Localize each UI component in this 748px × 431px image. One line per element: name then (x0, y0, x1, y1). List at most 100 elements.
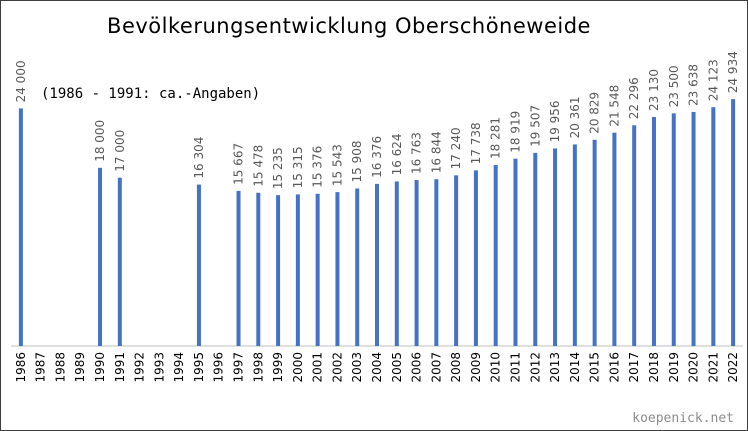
data-label-1990: 18 000 (93, 120, 107, 162)
x-tick-label-2001: 2001 (311, 352, 325, 383)
data-label-2018: 23 130 (647, 69, 661, 111)
bar-2022 (731, 99, 736, 346)
data-label-1998: 15 478 (251, 145, 265, 187)
x-tick-label-1990: 1990 (93, 352, 107, 383)
data-label-1999: 15 235 (271, 147, 285, 189)
data-label-2013: 19 956 (548, 100, 562, 142)
bar-2021 (711, 107, 716, 346)
bar-2008 (454, 175, 459, 346)
bar-1999 (276, 195, 281, 346)
x-tick-label-1988: 1988 (53, 352, 67, 383)
data-label-2011: 18 919 (508, 111, 522, 153)
data-label-2006: 16 763 (410, 132, 424, 174)
bar-2014 (572, 144, 577, 346)
x-tick-label-2011: 2011 (508, 352, 522, 383)
bar-2000 (295, 194, 300, 346)
bar-2016 (612, 132, 617, 346)
bar-2001 (315, 193, 320, 346)
x-tick-label-1986: 1986 (14, 352, 28, 383)
data-label-2000: 15 315 (291, 146, 305, 188)
x-tick-label-1991: 1991 (113, 352, 127, 383)
credit-text: koepenick.net (632, 411, 734, 426)
x-tick-label-2013: 2013 (548, 352, 562, 383)
bar-2018 (651, 117, 656, 346)
bar-2015 (592, 139, 597, 346)
x-tick-label-1994: 1994 (172, 352, 186, 383)
bar-1991 (117, 177, 122, 346)
bars-group (18, 99, 736, 347)
bar-2007 (434, 179, 439, 346)
data-label-2004: 16 376 (370, 136, 384, 178)
x-tick-label-2018: 2018 (647, 352, 661, 383)
bar-1995 (196, 184, 201, 346)
data-label-2007: 16 844 (429, 131, 443, 173)
x-tick-label-2005: 2005 (390, 352, 404, 383)
data-label-2022: 24 934 (726, 51, 740, 93)
bar-2019 (671, 113, 676, 346)
data-label-2014: 20 361 (568, 96, 582, 138)
x-tick-label-2016: 2016 (607, 352, 621, 383)
data-label-2003: 15 908 (350, 141, 364, 183)
x-tick-label-2006: 2006 (410, 352, 424, 383)
bar-2004 (375, 183, 379, 346)
bar-2011 (513, 158, 518, 346)
chart-subtitle: (1986 - 1991: ca.-Angaben) (41, 86, 260, 102)
data-label-2020: 23 638 (687, 64, 701, 106)
data-label-2012: 19 507 (528, 105, 542, 147)
x-tick-label-2022: 2022 (726, 352, 740, 383)
x-tick-label-2003: 2003 (350, 352, 364, 383)
bar-2006 (414, 180, 419, 346)
bar-2010 (493, 165, 498, 346)
bar-2005 (394, 181, 399, 346)
bar-2013 (553, 148, 558, 346)
bar-1986 (18, 108, 23, 347)
data-label-2005: 16 624 (390, 133, 404, 175)
x-tick-label-1999: 1999 (271, 352, 285, 383)
bar-2002 (335, 192, 340, 346)
data-label-2016: 21 548 (607, 85, 621, 127)
data-label-2001: 15 376 (311, 146, 325, 188)
x-tick-label-2002: 2002 (330, 352, 344, 383)
bar-2012 (533, 152, 538, 346)
bar-1997 (236, 190, 241, 346)
data-label-2015: 20 829 (588, 92, 602, 134)
data-label-1997: 15 667 (232, 143, 246, 185)
x-tick-label-2014: 2014 (568, 352, 582, 383)
bar-2003 (355, 188, 360, 346)
x-tick-label-1998: 1998 (251, 352, 265, 383)
x-tick-label-1993: 1993 (152, 352, 166, 383)
x-tick-label-2000: 2000 (291, 352, 305, 383)
bar-1990 (98, 167, 103, 346)
data-label-2010: 18 281 (489, 117, 503, 159)
x-tick-label-2015: 2015 (588, 352, 602, 383)
x-tick-label-1989: 1989 (73, 352, 87, 383)
x-tick-label-2004: 2004 (370, 352, 384, 383)
x-tick-label-2007: 2007 (429, 352, 443, 383)
x-tick-label-2009: 2009 (469, 352, 483, 383)
x-tick-label-2008: 2008 (449, 352, 463, 383)
data-label-1991: 17 000 (113, 130, 127, 172)
x-tick-label-1992: 1992 (133, 352, 147, 383)
data-label-2009: 17 738 (469, 122, 483, 164)
x-tick-label-2021: 2021 (706, 352, 720, 383)
data-label-2017: 22 296 (627, 77, 641, 119)
x-tick-label-1997: 1997 (232, 352, 246, 383)
data-label-2021: 24 123 (706, 59, 720, 101)
data-label-1986: 24 000 (14, 60, 28, 102)
x-tick-label-1987: 1987 (34, 352, 48, 383)
bar-2017 (632, 125, 637, 347)
x-tick-label-2012: 2012 (528, 352, 542, 383)
data-labels-group: 24 000 18 000 17 000 16 304 15 667 15 478 15 2… (14, 51, 740, 189)
bar-2020 (691, 111, 696, 347)
x-tick-label-2010: 2010 (489, 352, 503, 383)
x-tick-label-2019: 2019 (667, 352, 681, 383)
x-tick-label-1996: 1996 (212, 352, 226, 383)
x-tick-label-2017: 2017 (627, 352, 641, 383)
data-label-2002: 15 543 (330, 144, 344, 186)
bar-1998 (256, 192, 261, 346)
x-tick-label-1995: 1995 (192, 352, 206, 383)
data-label-1995: 16 304 (192, 137, 206, 179)
chart-title: Bevölkerungsentwicklung Oberschöneweide (107, 14, 591, 38)
